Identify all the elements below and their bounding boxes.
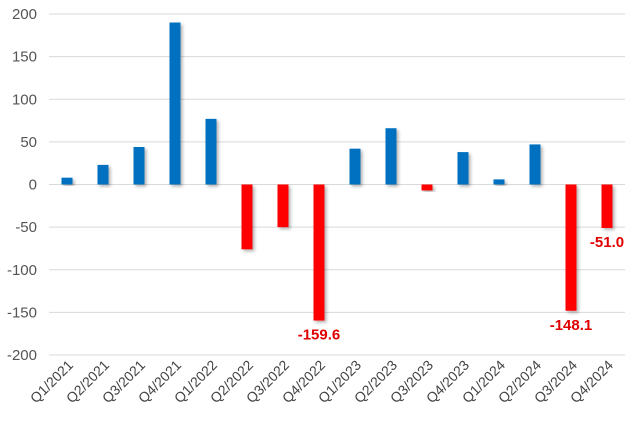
bar (277, 184, 289, 228)
bar (493, 179, 505, 185)
bar (241, 184, 253, 250)
bar (133, 146, 145, 185)
y-tick-label: -150 (7, 304, 37, 321)
bar (385, 128, 397, 185)
y-tick-label: 200 (12, 6, 37, 23)
bar (313, 184, 325, 321)
data-label: -159.6 (298, 327, 341, 344)
y-tick-label: -100 (7, 262, 37, 279)
y-tick-label: 50 (20, 134, 37, 151)
bar (61, 177, 73, 185)
bar (349, 148, 361, 185)
bar (97, 164, 109, 185)
y-tick-label: -50 (15, 219, 37, 236)
y-axis: -200 -150 -100 -50 0 50 100 150 200 (7, 6, 37, 364)
bar (529, 144, 541, 185)
y-tick-label: 100 (12, 91, 37, 108)
x-axis: Q1/2021Q2/2021Q3/2021Q4/2021Q1/2022Q2/20… (27, 357, 616, 406)
data-label: -51.0 (590, 234, 624, 251)
bars (61, 22, 613, 321)
bar (205, 118, 217, 185)
data-labels: -159.6 -148.1 -51.0 (298, 234, 624, 344)
y-tick-label: 0 (29, 177, 37, 194)
data-label: -148.1 (550, 317, 593, 334)
bar (457, 152, 469, 185)
y-tick-label: 150 (12, 49, 37, 66)
bar (169, 22, 181, 185)
bar (601, 184, 613, 228)
grid-lines (49, 13, 625, 356)
bar (565, 184, 577, 311)
y-tick-label: -200 (7, 347, 37, 364)
bar (421, 184, 433, 191)
